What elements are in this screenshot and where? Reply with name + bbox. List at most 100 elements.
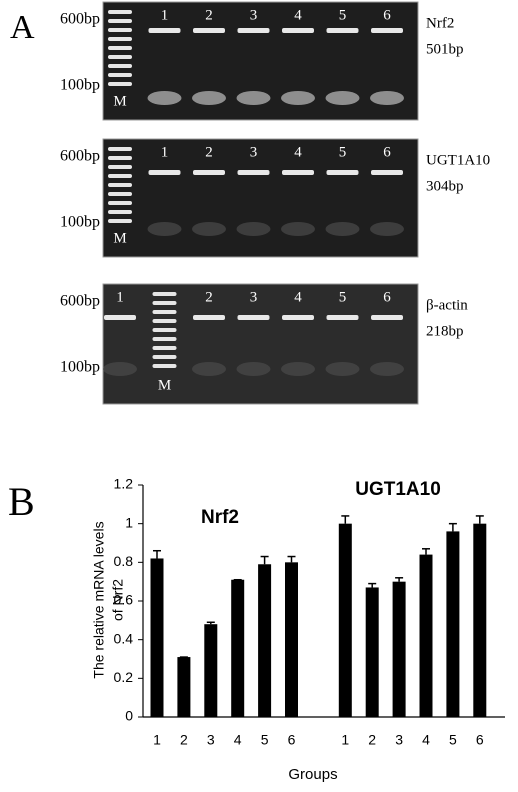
ladder-band xyxy=(108,64,132,68)
y-tick-label: 0.4 xyxy=(114,630,134,646)
ladder-band xyxy=(152,337,177,341)
smear xyxy=(370,362,404,376)
lane-label: 2 xyxy=(205,7,213,23)
y-axis-label: of Nrf2 xyxy=(110,579,126,621)
band xyxy=(193,28,225,33)
marker-label: 600bp xyxy=(60,11,100,28)
y-tick-label: 0.6 xyxy=(114,592,134,608)
error-bar xyxy=(260,555,269,565)
ladder-band xyxy=(108,147,132,151)
smear xyxy=(236,362,271,376)
lane-label: 6 xyxy=(383,144,391,160)
error-bar xyxy=(287,555,296,563)
ladder-band xyxy=(108,46,132,50)
ladder-band xyxy=(108,201,132,205)
error-bar xyxy=(206,621,215,625)
smear xyxy=(192,222,226,236)
ladder-band xyxy=(108,165,132,169)
band xyxy=(104,315,136,320)
band xyxy=(237,28,270,33)
bar xyxy=(338,523,352,717)
smear xyxy=(147,222,182,236)
marker-label: 100bp xyxy=(60,359,100,376)
x-axis-label: Groups xyxy=(288,766,337,783)
bar xyxy=(473,523,487,717)
smear xyxy=(236,91,271,105)
band xyxy=(282,28,314,33)
error-bar xyxy=(475,515,484,524)
x-tick-label: 5 xyxy=(261,732,269,748)
x-tick-label: 1 xyxy=(341,732,349,748)
x-tick-label: 3 xyxy=(395,732,403,748)
y-tick-label: 0 xyxy=(125,708,133,724)
band xyxy=(371,28,403,33)
smear xyxy=(281,362,315,376)
smear xyxy=(325,91,360,105)
ladder-band xyxy=(152,301,177,305)
panel-label: A xyxy=(10,9,35,46)
band xyxy=(237,170,270,175)
ladder-band xyxy=(152,292,177,296)
bar xyxy=(231,579,245,717)
ladder-band xyxy=(152,346,177,350)
panel-label: B xyxy=(8,479,35,524)
ladder-band xyxy=(108,174,132,178)
lane-label: 6 xyxy=(383,7,391,23)
y-tick-label: 0.8 xyxy=(114,553,134,569)
marker-label: 600bp xyxy=(60,293,100,310)
gene-label: Nrf2 xyxy=(426,15,454,31)
marker-label: 100bp xyxy=(60,214,100,231)
lane-label: 1 xyxy=(161,7,169,23)
smear xyxy=(147,91,182,105)
x-tick-label: 2 xyxy=(180,732,188,748)
ladder-band xyxy=(108,10,132,14)
error-bar xyxy=(368,582,377,588)
ladder-band xyxy=(108,55,132,59)
band xyxy=(371,170,403,175)
bar xyxy=(204,624,218,717)
x-tick-label: 4 xyxy=(422,732,430,748)
band xyxy=(193,315,225,320)
band xyxy=(326,28,359,33)
lane-label: 3 xyxy=(250,289,258,305)
y-tick-label: 0.2 xyxy=(114,669,134,685)
x-tick-label: 2 xyxy=(368,732,376,748)
y-tick-label: 1.2 xyxy=(114,476,134,492)
band xyxy=(148,170,181,175)
y-axis-label: The relative mRNA levels xyxy=(91,521,107,678)
smear xyxy=(325,362,360,376)
smear xyxy=(192,91,226,105)
lane-label: M xyxy=(113,93,126,109)
lane-label: 6 xyxy=(383,289,391,305)
lane-label: 5 xyxy=(339,144,347,160)
error-bar xyxy=(422,548,430,555)
lane-label: 3 xyxy=(250,144,258,160)
smear xyxy=(325,222,360,236)
error-bar xyxy=(153,549,161,559)
marker-label: 600bp xyxy=(60,148,100,165)
gel-image xyxy=(102,138,419,258)
ladder-band xyxy=(108,183,132,187)
x-tick-label: 6 xyxy=(288,732,296,748)
ladder-band xyxy=(108,156,132,160)
bar xyxy=(419,554,433,717)
gene-label: β-actin xyxy=(426,297,468,313)
error-bar xyxy=(341,515,350,524)
band-size: 218bp xyxy=(426,323,464,339)
band-size: 304bp xyxy=(426,178,464,194)
x-tick-label: 1 xyxy=(153,732,161,748)
ladder-band xyxy=(108,210,132,214)
marker-label: 100bp xyxy=(60,77,100,94)
smear xyxy=(103,362,137,376)
bar xyxy=(446,531,460,717)
bar xyxy=(258,564,272,717)
bar xyxy=(177,657,191,717)
lane-label: 4 xyxy=(294,144,302,160)
lane-label: 4 xyxy=(294,7,302,23)
ladder-band xyxy=(108,219,132,223)
lane-label: 5 xyxy=(339,289,347,305)
gene-label: UGT1A10 xyxy=(426,152,490,168)
lane-label: M xyxy=(113,230,126,246)
smear xyxy=(281,91,315,105)
smear xyxy=(192,362,226,376)
